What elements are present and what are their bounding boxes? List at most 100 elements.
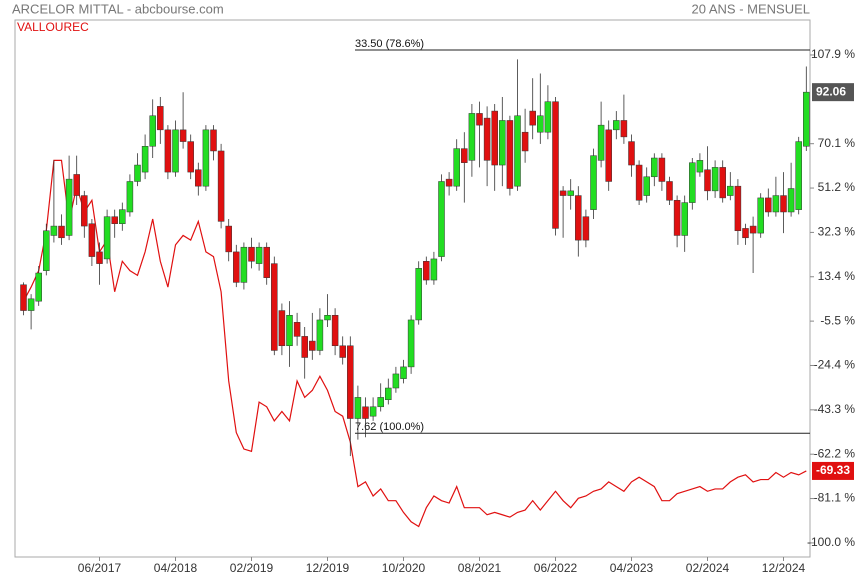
candle-body: [293, 322, 301, 337]
candle-body: [392, 373, 400, 389]
candle-body: [111, 216, 118, 224]
candle-body: [309, 340, 316, 351]
y-tick-label: 13.4 %: [818, 269, 856, 283]
candle-body: [491, 110, 498, 166]
x-tick-label: 10/2020: [382, 561, 426, 575]
candle-body: [559, 190, 567, 196]
last-value-badge: [812, 461, 854, 480]
candle-body: [407, 319, 415, 368]
candle-body: [635, 164, 643, 201]
candle-body: [255, 246, 263, 264]
candle-body: [96, 251, 103, 264]
candle-body: [377, 397, 384, 408]
chart-title: ARCELOR MITTAL - abcbourse.com: [12, 1, 224, 16]
candle-body: [119, 209, 126, 224]
candle-body: [263, 246, 270, 278]
candle-body: [651, 157, 658, 178]
candle-body: [187, 141, 194, 173]
candle-body: [20, 284, 27, 311]
y-tick-label: -81.1 %: [814, 491, 856, 505]
candle-body: [772, 195, 780, 213]
last-value-badge: [812, 83, 854, 102]
chart-subtitle: 20 ANS - MENSUEL: [692, 1, 811, 16]
candle-body: [575, 195, 582, 241]
last-value-label: 92.06: [816, 84, 846, 98]
candle-body: [689, 162, 696, 203]
candle-body: [240, 246, 248, 283]
candle-body: [430, 258, 438, 281]
candle-body: [103, 216, 111, 260]
candle-body: [719, 167, 726, 199]
candle-body: [400, 366, 407, 379]
candle-body: [35, 272, 42, 302]
candle-body: [514, 115, 521, 187]
y-tick-label: -5.5 %: [820, 313, 855, 327]
candle-body: [172, 129, 179, 173]
candle-body: [567, 190, 574, 196]
candle-body: [438, 181, 445, 257]
candle-body: [385, 387, 392, 400]
candle-body: [787, 188, 795, 213]
candle-body: [369, 406, 377, 417]
candle-body: [354, 397, 362, 419]
candle-body: [202, 129, 210, 187]
candle-body: [483, 117, 491, 161]
candle-body: [605, 129, 612, 182]
candle-body: [316, 319, 324, 351]
annotation-label: 7.62 (100.0%): [355, 421, 424, 433]
candle-body: [301, 336, 308, 358]
candle-body: [666, 181, 673, 201]
candle-body: [217, 150, 225, 222]
candle-body: [331, 315, 339, 347]
candle-body: [537, 115, 544, 133]
candle-body: [58, 225, 65, 239]
candle-body: [499, 120, 506, 166]
candle-body: [704, 169, 711, 192]
candle-body: [134, 164, 141, 182]
candle-body: [453, 148, 460, 187]
candle-body: [179, 129, 187, 142]
candle-body: [278, 310, 286, 347]
candle-body: [210, 129, 217, 152]
candle-body: [673, 200, 681, 236]
candle-body: [620, 120, 628, 138]
candle-body: [613, 120, 620, 131]
candle-body: [126, 181, 134, 213]
candle-body: [324, 315, 331, 321]
candle-body: [445, 178, 453, 187]
annotation-label: 33.50 (78.6%): [355, 38, 424, 50]
candle-body: [780, 195, 787, 213]
x-tick-label: 06/2017: [78, 561, 122, 575]
candle-body: [149, 115, 156, 147]
candle-body: [757, 197, 764, 234]
candle-body: [195, 169, 202, 187]
candle-body: [339, 345, 346, 358]
y-tick-label: -24.4 %: [814, 358, 856, 372]
candle-body: [696, 160, 704, 173]
candle-body: [415, 268, 422, 321]
candle-body: [658, 157, 666, 182]
legend-label: VALLOUREC: [17, 20, 89, 34]
candle-body: [468, 113, 476, 161]
candle-body: [362, 406, 369, 419]
last-value-label: -69.33: [816, 463, 850, 477]
candle-body: [73, 174, 80, 196]
candle-body: [248, 246, 255, 262]
candle-body: [164, 129, 172, 173]
candle-body: [521, 131, 529, 152]
candle-body: [506, 120, 514, 189]
candle-body: [795, 141, 802, 210]
candle-body: [681, 202, 688, 236]
candle-body: [529, 110, 536, 126]
candle-body: [27, 298, 35, 311]
candle-body: [423, 261, 430, 281]
candle-body: [141, 146, 149, 173]
candle-body: [461, 148, 468, 163]
candle-body: [271, 263, 278, 351]
x-tick-label: 04/2023: [610, 561, 654, 575]
candle-body: [765, 197, 772, 213]
candle-body: [727, 185, 734, 196]
plot-frame: [14, 19, 811, 558]
candle-body: [233, 251, 240, 283]
candle-body: [582, 216, 590, 241]
